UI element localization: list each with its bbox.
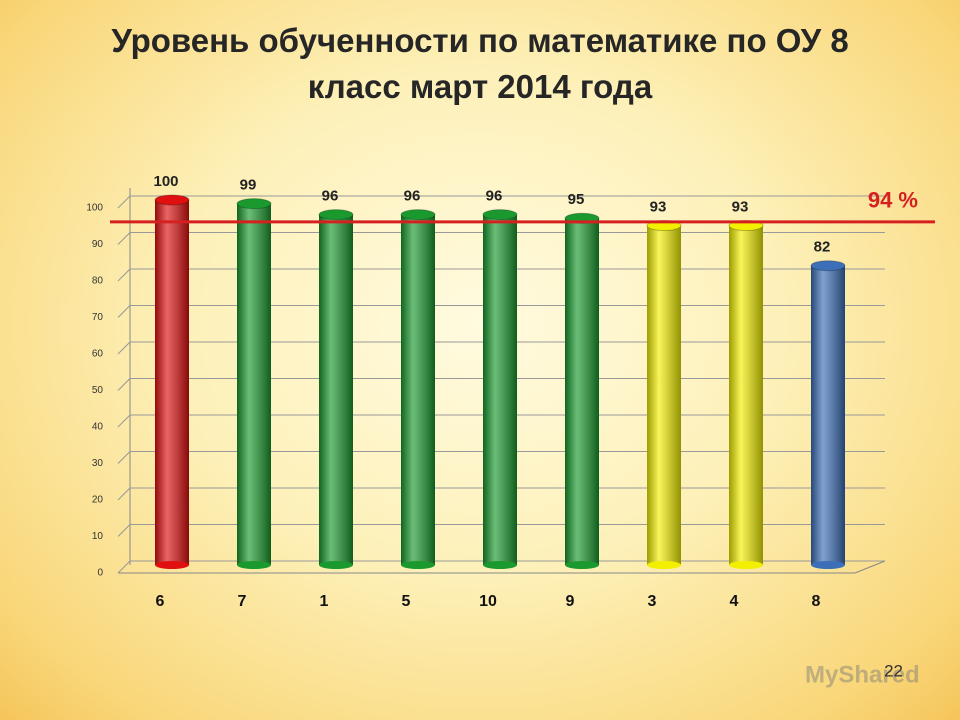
y-tick-label: 90 <box>92 239 104 250</box>
bar-top <box>810 260 846 272</box>
x-tick-label: 4 <box>730 593 739 610</box>
bar <box>236 198 272 569</box>
y-tick-label: 0 <box>97 568 103 579</box>
bar-base <box>647 561 681 569</box>
value-label: 96 <box>322 188 339 205</box>
bar-base <box>237 561 271 569</box>
x-tick-label: 5 <box>402 593 411 610</box>
value-label: 82 <box>814 239 831 256</box>
grid-line <box>117 195 885 209</box>
chart-title: Уровень обученности по математике по ОУ … <box>111 22 849 105</box>
grid-line-side <box>117 305 131 318</box>
value-label: 100 <box>153 173 178 190</box>
bar <box>154 194 190 569</box>
x-tick-label: 1 <box>320 593 329 610</box>
y-tick-label: 60 <box>92 349 104 360</box>
bar-shade <box>565 218 599 565</box>
bar <box>564 212 600 569</box>
grid-line-side <box>117 195 131 209</box>
grid-line-side <box>117 232 131 245</box>
grid-line-side <box>117 414 131 428</box>
x-tick-label: 10 <box>479 593 497 610</box>
bar <box>646 220 682 569</box>
grid-line-side <box>117 524 131 537</box>
y-tick-label: 70 <box>92 312 104 323</box>
value-label: 93 <box>732 199 749 216</box>
bar-base <box>319 561 353 569</box>
grid-line-side <box>117 487 131 501</box>
y-tick-label: 20 <box>92 495 104 506</box>
grid-line-side <box>117 341 131 355</box>
x-tick-label: 3 <box>648 593 657 610</box>
x-tick-label: 8 <box>812 593 821 610</box>
bar-shade <box>483 214 517 565</box>
x-tick-label: 9 <box>566 593 575 610</box>
bar-base <box>729 561 763 569</box>
bar-base <box>811 561 845 569</box>
bar-base <box>565 561 599 569</box>
bar-shade <box>319 214 353 565</box>
page-number: 22 <box>884 661 903 680</box>
bar <box>482 209 518 569</box>
value-label: 96 <box>404 188 421 205</box>
bar-top <box>236 198 272 210</box>
grid-line-side <box>117 378 131 391</box>
y-tick-label: 50 <box>92 385 104 396</box>
value-label: 95 <box>568 191 585 208</box>
y-tick-label: 100 <box>86 203 103 214</box>
bar-top <box>400 209 436 221</box>
value-label: 93 <box>650 199 667 216</box>
value-label: 99 <box>240 177 257 194</box>
y-tick-label: 40 <box>92 422 104 433</box>
bar-top <box>318 209 354 221</box>
x-tick-label: 7 <box>238 593 247 610</box>
bar <box>318 209 354 569</box>
bar-shade <box>237 203 271 565</box>
bar <box>728 220 764 569</box>
bar-shade <box>729 225 763 566</box>
grid-line-side <box>117 268 131 282</box>
bar-shade <box>647 225 681 566</box>
floor-side <box>854 560 886 574</box>
grid-line-side <box>117 560 131 574</box>
y-tick-label: 80 <box>92 276 104 287</box>
bar-base <box>155 561 189 569</box>
bar-base <box>483 561 517 569</box>
reference-label: 94 % <box>868 188 918 213</box>
y-tick-label: 10 <box>92 531 104 542</box>
bar-shade <box>811 265 845 565</box>
watermark: MyShared <box>805 661 920 688</box>
bar-top <box>154 194 190 206</box>
bar-top <box>482 209 518 221</box>
bar <box>400 209 436 569</box>
bar-shade <box>401 214 435 565</box>
value-label: 96 <box>486 188 503 205</box>
bar-base <box>401 561 435 569</box>
x-tick-label: 6 <box>156 593 165 610</box>
y-tick-label: 30 <box>92 458 104 469</box>
bar <box>810 260 846 569</box>
bar-shade <box>155 200 189 565</box>
grid-line-side <box>117 451 131 464</box>
